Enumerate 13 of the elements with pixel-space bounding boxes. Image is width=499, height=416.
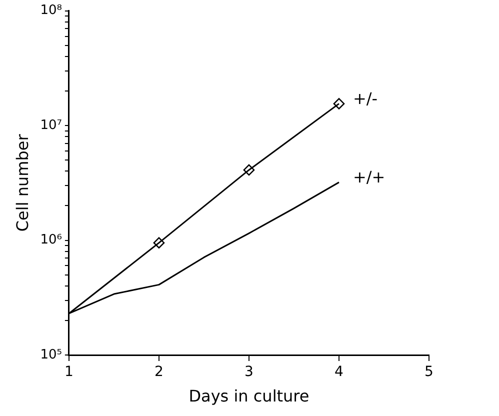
x-tick-label: 1 [64, 364, 74, 380]
x-tick-label: 2 [154, 364, 164, 380]
y-tick-label: 10⁸ [40, 3, 62, 18]
series-label: +/- [352, 88, 378, 108]
x-tick-label: 4 [334, 364, 344, 380]
x-axis-title: Days in culture [188, 386, 310, 406]
x-tick-label: 5 [424, 364, 434, 380]
y-tick-label: 10⁵ [40, 347, 62, 362]
series-label: +/+ [352, 167, 386, 186]
y-tick-label: 10⁶ [40, 232, 62, 248]
y-tick-label: 10⁷ [40, 118, 62, 133]
y-axis-title: Cell number [12, 134, 32, 232]
x-tick-label: 3 [244, 364, 254, 380]
